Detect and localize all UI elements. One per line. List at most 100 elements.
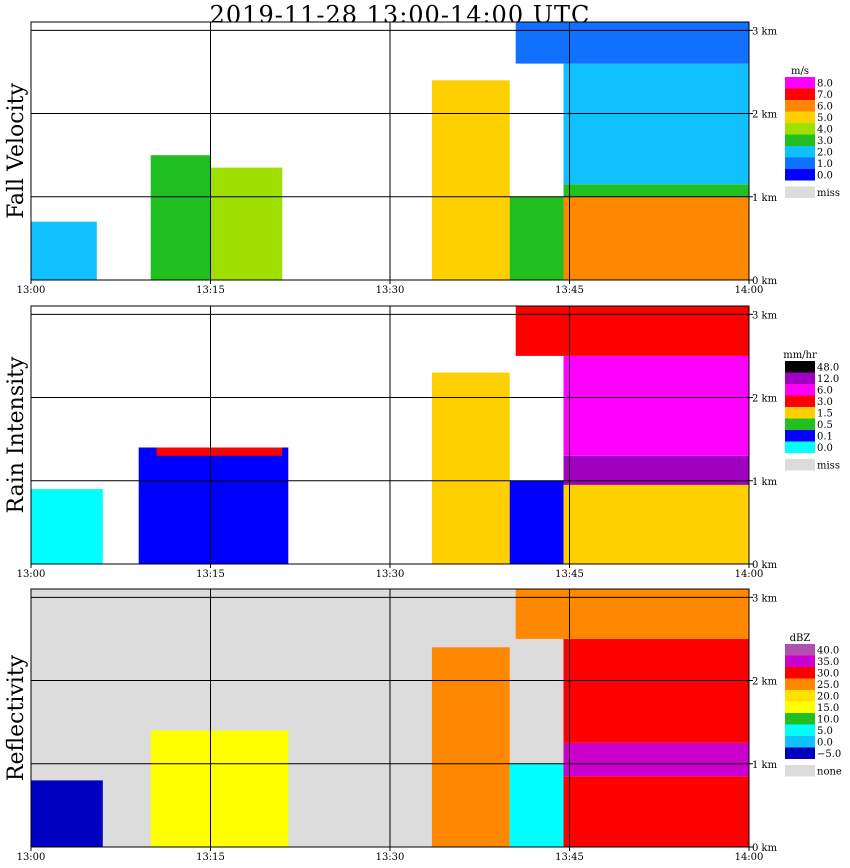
legend-swatch [785,678,815,690]
legend-missing-swatch [785,186,815,198]
echo-cell [563,196,749,280]
y-tick-label: 3 km [752,310,778,321]
legend-swatch [785,134,815,146]
y-tick-label: 2 km [752,677,778,688]
x-tick-label: 13:45 [555,569,584,580]
legend-unit: m/s [791,66,809,77]
legend-label: 5.0 [817,726,833,737]
legend-swatch [785,169,815,181]
x-tick-label: 13:45 [555,285,584,296]
legend-swatch [785,724,815,736]
x-tick-label: 14:00 [735,285,764,296]
legend-swatch [785,111,815,123]
echo-cell [515,589,749,639]
legend-swatch [785,395,815,407]
echo-cell [431,372,510,564]
echo-cell [509,480,564,564]
echo-cell [563,638,749,743]
echo-cell [563,355,749,456]
legend-swatch [785,100,815,112]
legend-swatch [785,361,815,373]
x-tick-label: 14:00 [735,852,764,863]
legend-swatch [785,146,815,158]
echo-cell [563,63,749,185]
legend-unit: mm/hr [783,350,817,361]
panel-rain-intensity: 0 km 1 km 2 km 3 km 13:00 13:15 13:30 13:45 14:0… [4,305,840,580]
x-tick-label: 13:00 [17,852,46,863]
legend-label: 12.0 [817,374,839,385]
legend-swatch [785,441,815,453]
echo-cell [31,489,103,564]
legend-swatch [785,418,815,430]
x-tick-label: 13:30 [376,285,405,296]
y-tick-label: 2 km [752,394,778,405]
legend-label: 15.0 [817,703,839,714]
panel-ylabel: Reflectivity [4,654,29,781]
legend-missing-label: miss [817,188,840,199]
legend-swatch [785,123,815,135]
legend-swatch [785,77,815,89]
legend-label: 0.1 [817,432,833,443]
x-tick-label: 13:30 [376,569,405,580]
legend-label: 8.0 [817,79,833,90]
legend-swatch [785,372,815,384]
panel-ylabel: Rain Intensity [4,356,29,513]
echo-cell [563,743,749,777]
legend-label: 25.0 [817,680,839,691]
x-tick-label: 13:30 [376,852,405,863]
x-tick-label: 13:15 [196,569,225,580]
echo-cell [31,780,103,847]
echo-cell [150,730,289,847]
y-tick-label: 1 km [752,760,778,771]
echo-cell [431,647,510,847]
echo-cell [515,306,749,356]
echo-cell [509,196,564,280]
echo-cell [150,155,211,280]
x-tick-label: 13:00 [17,569,46,580]
legend-label: 6.0 [817,386,833,397]
echo-cell [515,22,749,64]
legend-label: 1.5 [817,409,833,420]
legend-swatch [785,713,815,725]
echo-cell [563,484,749,564]
y-tick-label: 0 km [752,560,778,571]
legend-label: 5.0 [817,113,833,124]
legend-swatch [785,157,815,169]
legend-swatch [785,407,815,419]
x-tick-label: 13:15 [196,285,225,296]
legend-label: 1.0 [817,159,833,170]
y-tick-label: 1 km [752,477,778,488]
legend-swatch [785,655,815,667]
echo-cell [138,447,289,564]
legend-label: 30.0 [817,669,839,680]
echo-cell [509,763,564,847]
legend-label: 10.0 [817,715,839,726]
legend-swatch [785,690,815,702]
legend-missing-swatch [785,459,815,471]
legend-swatch [785,384,815,396]
legend-label: 20.0 [817,692,839,703]
legend-swatch [785,701,815,713]
legend-missing-label: miss [817,461,840,472]
legend-swatch [785,667,815,679]
y-tick-label: 3 km [752,593,778,604]
legend-swatch [785,747,815,759]
panel-ylabel: Fall Velocity [4,83,29,219]
legend-missing-swatch [785,765,815,777]
legend-label: 0.5 [817,420,833,431]
legend-label: 3.0 [817,136,833,147]
legend-label: 7.0 [817,90,833,101]
legend-label: 0.0 [817,443,833,454]
y-tick-label: 0 km [752,276,778,287]
legend-label: 6.0 [817,102,833,113]
panel-fall-velocity: 0 km 1 km 2 km 3 km 13:00 13:15 13:30 13:45 14:0… [4,21,840,296]
echo-cell [210,167,283,280]
echo-cell [563,776,749,847]
x-tick-label: 14:00 [735,569,764,580]
legend-label: 35.0 [817,657,839,668]
legend-label: 2.0 [817,148,833,159]
legend-label: 0.0 [817,171,833,182]
legend-unit: dBZ [790,633,811,644]
